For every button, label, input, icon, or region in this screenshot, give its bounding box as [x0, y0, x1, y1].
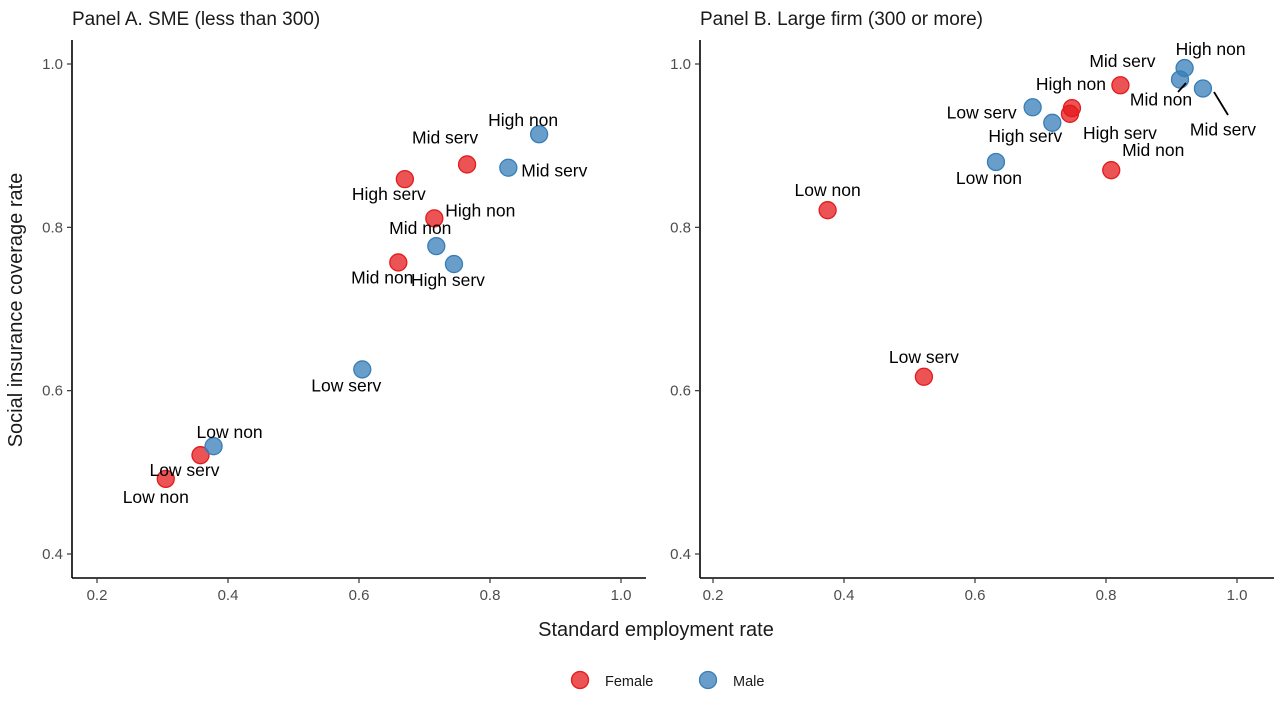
panel-a-female-point-label: High serv [352, 184, 426, 204]
panel-b-label-leader-line [1213, 91, 1229, 116]
panel-b-title: Panel B. Large firm (300 or more) [700, 9, 983, 30]
panel-b-female-point-label: High non [1036, 74, 1106, 94]
panel-a-female-point [395, 169, 415, 189]
panel-b-y-tick-label: 0.6 [670, 383, 691, 400]
panel-b-male-point-label: Mid serv [1190, 120, 1256, 140]
panel-b-female-point [818, 201, 837, 220]
panel-b-x-tick-label: 1.0 [1227, 587, 1248, 604]
panel-b-x-tick-label: 0.8 [1096, 587, 1117, 604]
panel-b-male-point-label: High non [1176, 39, 1246, 59]
panel-b-male-point-label: High serv [988, 126, 1062, 146]
panel-b-axes: 0.4 0.6 0.8 1.0 0.2 0.4 0.6 0.8 1.0 [670, 40, 1274, 604]
panel-b-female-point-label: Mid serv [1089, 51, 1155, 71]
panel-b-male-point-label: Low non [956, 168, 1022, 188]
panel-b-female-point [1062, 98, 1082, 118]
panel-b-x-tick-label: 0.4 [834, 587, 855, 604]
panel-b-male-point [1175, 58, 1194, 78]
panel-b-y-tick-label: 0.4 [670, 546, 691, 563]
panel-a-x-tick-label: 0.8 [480, 587, 501, 604]
panel-b-male-point [1043, 113, 1062, 132]
panel-b-label-leader-line [1177, 82, 1187, 93]
panel-b-x-tick-label: 0.6 [965, 587, 986, 604]
panel-b-female-point-label: Mid non [1122, 140, 1184, 160]
y-axis-title: Social insurance coverage rate [5, 173, 27, 448]
panel-a-y-tick-label: 1.0 [42, 56, 63, 73]
panel-a-x-tick-label: 1.0 [611, 587, 632, 604]
panel-a-female-point [389, 253, 408, 272]
panel-b-x-tick-label: 0.2 [703, 587, 724, 604]
panel-a-female-point-label: Mid non [351, 267, 413, 287]
legend-female-label: Female [605, 674, 653, 690]
panel-a-title: Panel A. SME (less than 300) [72, 9, 320, 30]
panel-a-x-tick-label: 0.6 [349, 587, 370, 604]
panel-a: Panel A. SME (less than 300) 0.4 0.6 0.8 1.… [42, 9, 646, 604]
panel-b-male-point-label: Mid non [1130, 90, 1192, 110]
panel-b-labels: Low non Low serv High serv High non Mid non M… [795, 39, 1257, 367]
panel-b-points [818, 58, 1213, 386]
panel-a-x-tick-label: 0.2 [87, 587, 108, 604]
panel-a-female-point-label: Low non [123, 487, 189, 507]
legend-female-swatch [570, 670, 590, 690]
panel-a-male-point-label: Mid serv [521, 161, 587, 181]
panel-a-points [156, 125, 549, 489]
panel-a-axes: 0.4 0.6 0.8 1.0 0.2 0.4 0.6 0.8 1.0 [42, 40, 646, 604]
panel-b-y-tick-label: 0.8 [670, 219, 691, 236]
panel-a-male-point-label: Low serv [311, 375, 381, 395]
panel-b-y-tick-label: 1.0 [670, 56, 691, 73]
panel-b-male-point [1023, 98, 1042, 117]
panel-a-female-point [457, 155, 477, 174]
panel-a-male-point [444, 254, 464, 274]
panel-a-y-tick-label: 0.6 [42, 383, 63, 400]
panel-a-male-point [499, 158, 518, 177]
panel-b-male-point [986, 152, 1006, 172]
panel-a-y-tick-label: 0.8 [42, 219, 63, 236]
legend-male-swatch [698, 670, 718, 690]
panel-a-male-point [427, 236, 446, 256]
panel-a-female-point-label: Mid serv [412, 127, 478, 147]
panel-b-female-point-label: Low serv [889, 347, 959, 367]
panel-b-female-point [1102, 161, 1121, 180]
panel-a-male-point [353, 360, 372, 379]
panel-b-female-point-label: Low non [795, 180, 861, 200]
panel-a-female-point [156, 469, 175, 489]
panel-b: Panel B. Large firm (300 or more) 0.4 0.6… [670, 9, 1274, 604]
panel-a-male-point-label: High non [488, 110, 558, 130]
panel-a-male-point [529, 125, 549, 144]
panel-a-male-point-label: High serv [411, 270, 485, 290]
panel-b-female-point [914, 367, 934, 386]
legend: Female Male [570, 670, 764, 690]
panel-b-female-point-label: High serv [1083, 123, 1157, 143]
panel-a-male-point-label: Mid non [389, 218, 451, 238]
panel-b-male-point-label: Low serv [947, 102, 1017, 122]
panel-b-female-point [1111, 76, 1130, 95]
x-axis-title: Standard employment rate [538, 619, 774, 641]
panel-a-female-point [191, 446, 210, 465]
panel-a-female-point-label: High non [445, 200, 515, 220]
panel-a-male-point-label: Low non [197, 422, 263, 442]
panel-a-female-point [425, 209, 444, 228]
panel-a-x-tick-label: 0.4 [218, 587, 239, 604]
panel-a-y-tick-label: 0.4 [42, 546, 63, 563]
legend-male-label: Male [733, 674, 764, 690]
panel-a-male-point [204, 437, 223, 456]
panel-a-female-point-label: Low serv [149, 460, 219, 480]
panel-b-male-point [1193, 79, 1213, 98]
